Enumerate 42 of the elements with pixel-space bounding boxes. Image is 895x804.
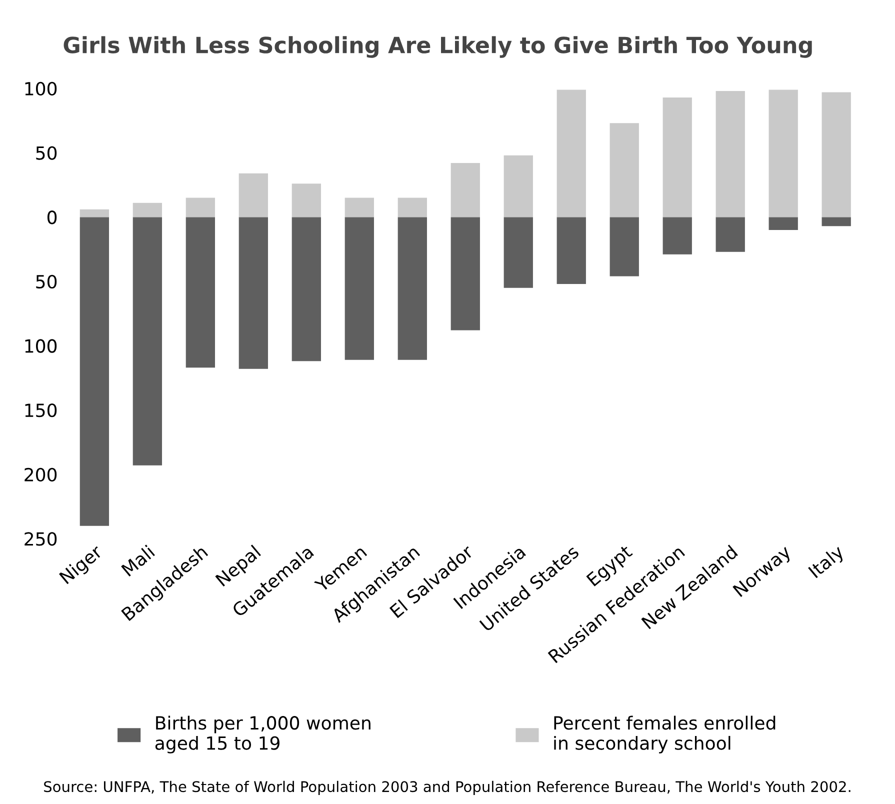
y-tick-label: 50 bbox=[36, 146, 57, 160]
bar bbox=[238, 217, 268, 369]
y-tick-label: 200 bbox=[24, 468, 57, 482]
bar bbox=[398, 217, 427, 360]
bar bbox=[822, 92, 851, 218]
bar bbox=[610, 217, 639, 276]
bar bbox=[186, 198, 216, 218]
bar bbox=[292, 217, 321, 362]
bar bbox=[716, 217, 745, 252]
y-tick-label: 100 bbox=[25, 82, 57, 96]
bar bbox=[450, 163, 480, 218]
bar bbox=[610, 123, 639, 218]
bar bbox=[662, 217, 692, 254]
legend-label: Births per 1,000 women aged 15 to 19 bbox=[155, 716, 370, 754]
bar bbox=[398, 198, 427, 218]
bar bbox=[344, 198, 374, 218]
bar bbox=[822, 217, 851, 226]
y-tick-label: 150 bbox=[25, 404, 57, 418]
bar bbox=[80, 209, 110, 218]
bar bbox=[80, 217, 110, 526]
bar bbox=[768, 90, 798, 218]
bar bbox=[132, 202, 162, 218]
y-tick-label: 50 bbox=[36, 274, 57, 289]
bar bbox=[450, 217, 480, 330]
bar bbox=[716, 91, 745, 218]
y-tick-label: 0 bbox=[47, 210, 57, 224]
y-tick-label: 100 bbox=[25, 339, 57, 353]
bar bbox=[238, 173, 268, 218]
bar bbox=[556, 90, 586, 218]
bar bbox=[292, 184, 321, 218]
bar bbox=[504, 217, 533, 288]
legend-label: Percent females enrolled in secondary school bbox=[554, 716, 776, 754]
bar bbox=[132, 217, 162, 466]
bar bbox=[344, 217, 374, 360]
bar bbox=[556, 217, 586, 284]
y-tick-label: 250 bbox=[24, 532, 57, 546]
bar bbox=[186, 217, 216, 368]
bar bbox=[768, 217, 798, 230]
source-note: Source: UNFPA, The State of World Population 2003 and Population Reference Bureau, The World's Youth 2002. bbox=[44, 780, 850, 795]
bar bbox=[662, 97, 692, 218]
chart-title: Girls With Less Schooling Are Likely to Give Birth Too Young bbox=[64, 36, 812, 58]
bar bbox=[504, 155, 533, 218]
